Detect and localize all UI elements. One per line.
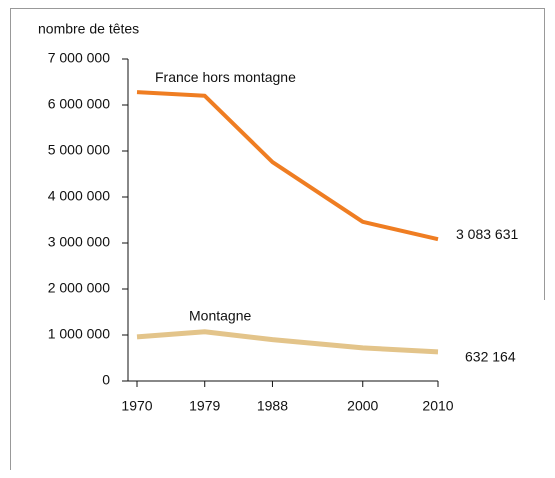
y-tick-label: 5 000 000 xyxy=(48,142,110,158)
x-tick-label: 1979 xyxy=(189,398,220,414)
y-tick-label: 7 000 000 xyxy=(48,50,110,66)
y-tick-label: 6 000 000 xyxy=(48,96,110,112)
y-tick-label: 0 xyxy=(102,372,110,388)
y-tick-label: 4 000 000 xyxy=(48,188,110,204)
frame xyxy=(10,8,545,470)
value-label: 3 083 631 xyxy=(456,226,518,242)
series-name: France hors montagne xyxy=(155,69,296,85)
value-label: 632 164 xyxy=(465,349,516,365)
x-tick-label: 2010 xyxy=(422,398,453,414)
y-tick-label: 1 000 000 xyxy=(48,326,110,342)
x-tick-label: 1970 xyxy=(121,398,152,414)
y-tick-label: 3 000 000 xyxy=(48,234,110,250)
x-tick-label: 2000 xyxy=(347,398,378,414)
series-name: Montagne xyxy=(189,308,251,324)
y-tick-label: 2 000 000 xyxy=(48,280,110,296)
y-axis-label: nombre de têtes xyxy=(38,21,139,37)
series-line xyxy=(136,329,439,355)
x-tick-label: 1988 xyxy=(257,398,288,414)
series-line xyxy=(136,90,439,242)
